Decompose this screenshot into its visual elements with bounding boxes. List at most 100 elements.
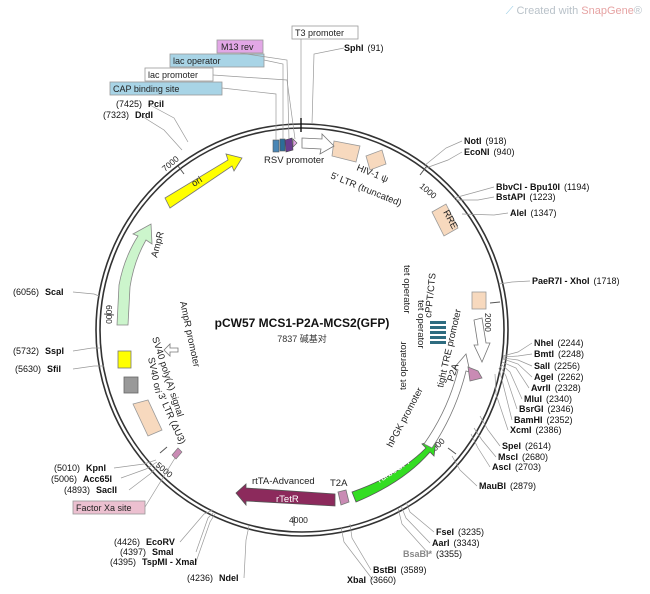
factor-xa-site-text: Factor Xa site <box>76 503 132 513</box>
tet-operator-label-2: tet operator <box>415 300 426 349</box>
site-avrii[interactable]: AvrII (2328) <box>531 383 581 393</box>
site-asci[interactable]: AscI (2703) <box>492 462 541 472</box>
ampr-promoter-feature[interactable] <box>163 343 179 357</box>
site-spei[interactable]: SpeI (2614) <box>502 441 551 451</box>
p2a-feature[interactable] <box>467 366 483 382</box>
ori-label: ori <box>190 175 205 190</box>
site-sacii[interactable]: (4893) SacII <box>64 485 117 495</box>
site-bamhi[interactable]: BamHI (2352) <box>514 415 573 425</box>
t2a-label: T2A <box>330 478 348 489</box>
sv40-polya-feature[interactable] <box>123 376 139 394</box>
tet-operator-label-1: tet operator <box>401 265 412 314</box>
p2a-label: P2A <box>445 362 461 383</box>
ampr-feature[interactable] <box>116 223 153 326</box>
site-kpni[interactable]: (5010) KpnI <box>54 463 106 473</box>
site-bsabi[interactable]: BsaBI* (3355) <box>403 549 462 559</box>
backbone-inner-ring <box>99 127 505 533</box>
site-leader-lines <box>72 47 533 581</box>
snapgene-logo-icon: ⟋ <box>505 5 514 17</box>
site-sfii[interactable]: (5630) SfiI <box>15 364 61 374</box>
site-bbvci-bpu10i[interactable]: BbvCI - Bpu10I (1194) <box>496 182 589 192</box>
site-ecorv[interactable]: (4426) EcoRV <box>114 537 175 547</box>
lac-operator-text: lac operator <box>173 56 221 66</box>
site-econi[interactable]: EcoNI (940) <box>464 147 515 157</box>
cap-binding-site-text: CAP binding site <box>113 84 179 94</box>
lac-promoter-text: lac promoter <box>148 70 198 80</box>
tick-label-1000: 1000 <box>418 181 439 201</box>
rtetr-label: rTetR <box>276 494 299 505</box>
tick-label-4000: 4000 <box>289 515 308 525</box>
snapgene-watermark: ⟋ Created with SnapGene® <box>506 5 642 18</box>
site-acc65i[interactable]: (5006) Acc65I <box>51 474 112 484</box>
factor-xa-site-box[interactable]: Factor Xa site <box>72 500 146 515</box>
factor-xa-feature[interactable] <box>171 447 183 460</box>
rtetr-feature[interactable] <box>235 483 336 507</box>
turbogfp-feature[interactable] <box>351 439 437 503</box>
site-drdi[interactable]: (7323) DrdI <box>103 110 153 120</box>
cap-binding-site-feature[interactable] <box>272 139 280 153</box>
cap-binding-site-box[interactable]: CAP binding site <box>109 81 223 96</box>
t3-promoter-box[interactable]: T3 promoter <box>291 25 359 40</box>
tet-operator-label-3: tet operator <box>398 341 409 390</box>
site-msci[interactable]: MscI (2680) <box>498 452 548 462</box>
m13-rev-text: M13 rev <box>221 42 254 52</box>
site-paer7i-xhoi[interactable]: PaeR7I - XhoI (1718) <box>532 276 620 286</box>
watermark-prefix: Created with <box>516 5 582 17</box>
t3-promoter-text: T3 promoter <box>295 28 344 38</box>
plasmid-name: pCW57 MCS1-P2A-MCS2(GFP) <box>215 316 390 330</box>
site-fsei[interactable]: FseI (3235) <box>436 527 484 537</box>
site-bstapi[interactable]: BstAPI (1223) <box>496 192 556 202</box>
ampr-promoter-label: AmpR promoter <box>177 300 202 368</box>
site-tspmi-xmai[interactable]: (4395) TspMI - XmaI <box>110 557 197 567</box>
site-sali[interactable]: SalI (2256) <box>534 361 580 371</box>
lac-promoter-feature[interactable] <box>292 138 298 148</box>
rsv-promoter-label: RSV promoter <box>264 155 324 166</box>
ori-feature[interactable] <box>164 153 243 209</box>
m13-rev-feature[interactable] <box>284 137 294 153</box>
site-sphi[interactable]: SphI (91) <box>344 43 384 53</box>
ltr5-feature[interactable] <box>331 140 361 163</box>
sv40-ori-feature[interactable] <box>117 350 132 369</box>
watermark-mark: ® <box>633 5 642 17</box>
lac-promoter-box[interactable]: lac promoter <box>144 67 214 82</box>
watermark-brand: SnapGene <box>581 5 634 17</box>
site-xcmi[interactable]: XcmI (2386) <box>510 425 562 435</box>
lac-operator-feature[interactable] <box>279 138 286 152</box>
site-agei[interactable]: AgeI (2262) <box>534 372 584 382</box>
ltr3-feature[interactable] <box>132 399 163 437</box>
lac-operator-box[interactable]: lac operator <box>169 53 265 68</box>
site-xbai[interactable]: XbaI (3660) <box>347 575 396 585</box>
site-alei[interactable]: AleI (1347) <box>510 208 557 218</box>
factor-xa-leader <box>144 457 176 508</box>
tick-label-6000: 6000 <box>104 305 114 324</box>
site-bmti[interactable]: BmtI (2248) <box>534 349 584 359</box>
m13-rev-box[interactable]: M13 rev <box>216 39 264 54</box>
hpgk-promoter-feature[interactable] <box>423 353 471 449</box>
site-noti[interactable]: NotI (918) <box>464 136 507 146</box>
tick-marks <box>103 165 501 526</box>
site-ndei[interactable]: (4236) NdeI <box>187 573 239 583</box>
hpgk-promoter-label: hPGK promoter <box>385 386 426 449</box>
tick-label-2000: 2000 <box>483 313 493 332</box>
site-sspi[interactable]: (5732) SspI <box>13 346 64 356</box>
cppt-cts-label: cPPT/CTS <box>423 273 439 319</box>
site-smai[interactable]: (4397) SmaI <box>120 547 174 557</box>
t2a-feature[interactable] <box>337 489 350 506</box>
site-pcii[interactable]: (7425) PciI <box>116 99 164 109</box>
site-maubi[interactable]: MauBI (2879) <box>479 481 536 491</box>
tet-operator-array[interactable] <box>430 321 446 344</box>
site-nhei[interactable]: NheI (2244) <box>534 338 584 348</box>
rre-feature[interactable] <box>431 203 459 237</box>
cppt-cts-feature[interactable] <box>471 291 487 310</box>
site-bsrgi[interactable]: BsrGI (2346) <box>519 404 574 414</box>
rsv-promoter-feature[interactable] <box>301 133 335 155</box>
tight-tre-promoter-feature[interactable] <box>473 317 491 363</box>
site-bstbi[interactable]: BstBI (3589) <box>373 565 427 575</box>
site-mlui[interactable]: MluI (2340) <box>524 394 572 404</box>
top-leader-lines <box>212 39 302 140</box>
site-scai[interactable]: (6056) ScaI <box>13 287 64 297</box>
site-aari[interactable]: AarI (3343) <box>432 538 480 548</box>
hiv1-psi-feature[interactable] <box>365 149 387 171</box>
backbone-outer-ring <box>95 123 509 537</box>
